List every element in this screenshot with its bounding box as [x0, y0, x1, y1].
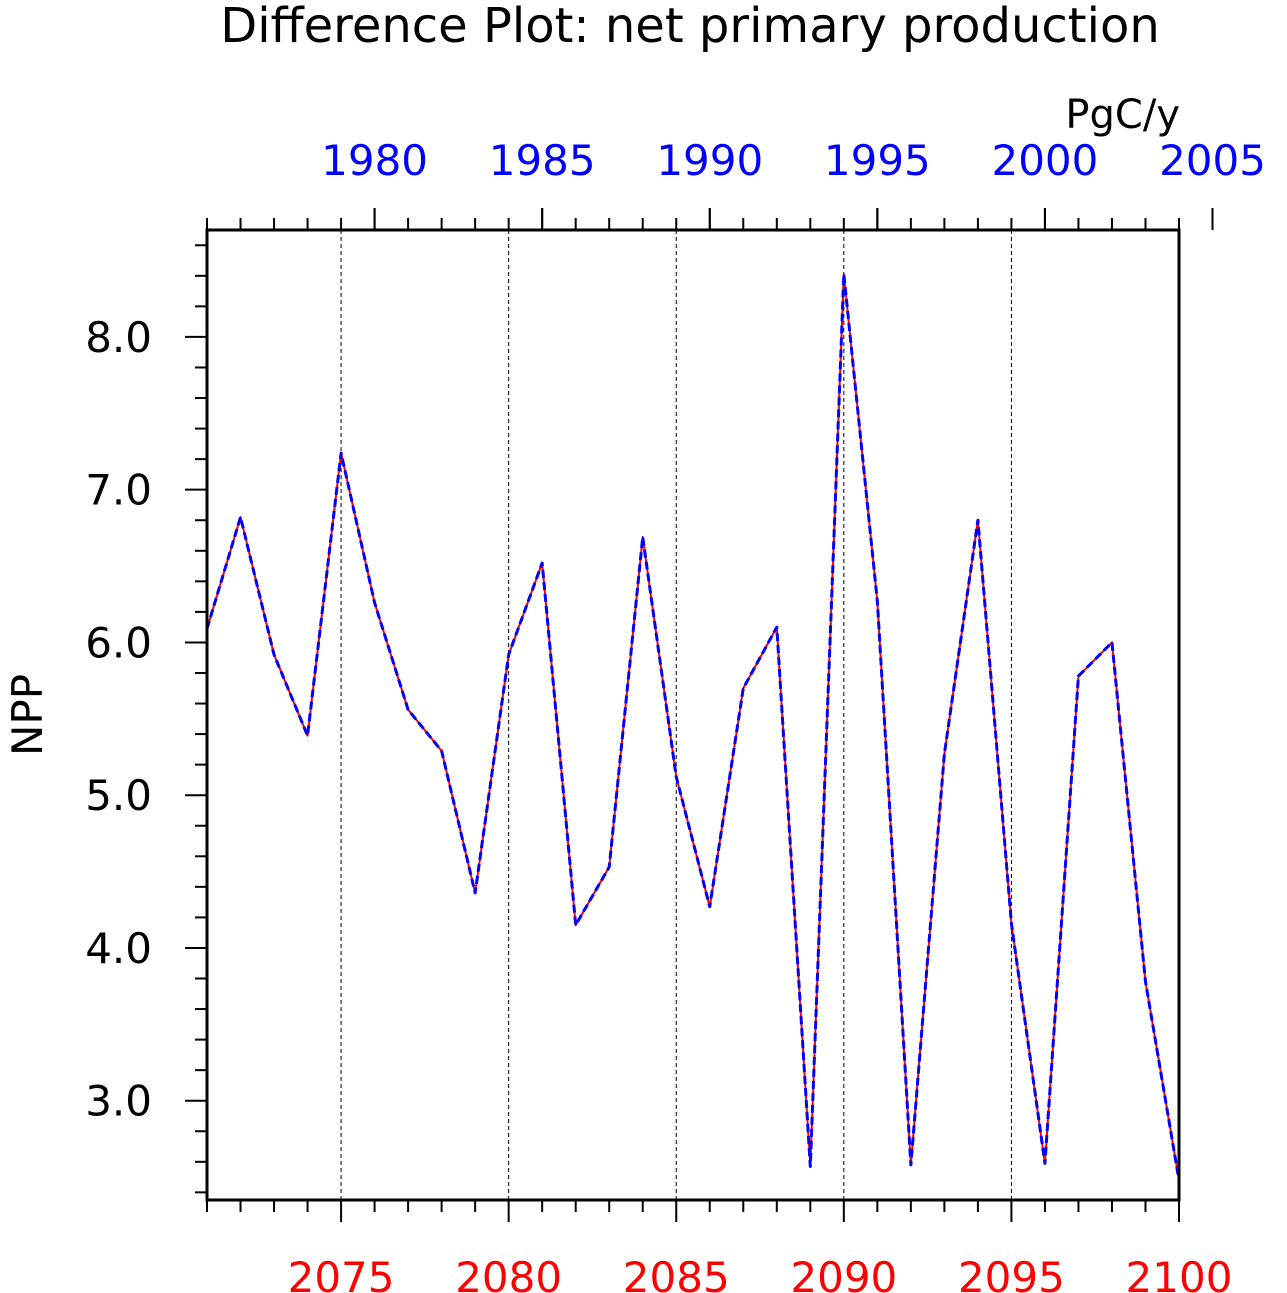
x-top-tick-label: 1985	[489, 136, 596, 185]
series-2-point	[474, 892, 476, 894]
series-2-point	[1044, 1162, 1046, 1165]
x-top-tick-label: 2005	[1159, 136, 1266, 185]
x-bottom-tick-label: 2085	[623, 1253, 730, 1293]
x-bottom-tick-label: 2080	[455, 1253, 562, 1293]
chart-title: Difference Plot: net primary production	[220, 0, 1160, 54]
series-2-point	[641, 536, 644, 538]
x-bottom-tick-label: 2090	[790, 1253, 897, 1293]
y-tick-label: 5.0	[85, 771, 152, 820]
x-bottom-tick-label: 2100	[1126, 1253, 1233, 1293]
series-2-point	[843, 273, 845, 276]
x-top-tick-label: 1990	[656, 136, 763, 185]
axis-ticks	[185, 208, 1214, 1222]
y-tick-label: 7.0	[85, 466, 152, 515]
series-2-point	[943, 753, 946, 755]
x-bottom-tick-label: 2075	[288, 1253, 395, 1293]
x-top-tick-label: 1995	[824, 136, 931, 185]
series-line-2	[205, 272, 1181, 1181]
series-2-point	[373, 601, 376, 604]
series-2-point	[608, 866, 611, 868]
x-bottom-tick-label: 2095	[958, 1253, 1065, 1293]
x-top-tick-label: 1980	[321, 136, 428, 185]
series-line-1	[206, 273, 1180, 1181]
series-2-point	[977, 519, 979, 522]
series-2-point	[440, 750, 443, 752]
series-2-point	[708, 905, 711, 908]
series-2-point	[1077, 675, 1080, 677]
y-axis-label: NPP	[3, 674, 52, 756]
series-2-point	[675, 776, 678, 778]
series-2-point	[574, 924, 577, 926]
series-2-point	[1144, 980, 1147, 983]
series-2-point	[407, 708, 409, 711]
plot-frame	[205, 228, 1181, 1202]
units-label: PgC/y	[1065, 92, 1180, 138]
x-top-tick-label: 2000	[991, 136, 1098, 185]
series-2-point	[742, 687, 745, 690]
y-tick-label: 4.0	[85, 924, 152, 973]
series-2-point	[775, 626, 778, 628]
y-tick-label: 6.0	[85, 618, 152, 667]
tick-labels: 2075 2080 2085 2090 2095 2100 1980 1985 1990 1995…	[85, 136, 1266, 1293]
series-2-point	[273, 653, 275, 656]
y-tick-label: 3.0	[85, 1077, 152, 1126]
series-2-point	[239, 516, 242, 518]
data-series	[205, 272, 1181, 1181]
series-2-point	[910, 1164, 912, 1166]
series-2-point	[1111, 641, 1113, 644]
series-2-point	[541, 562, 543, 564]
series-2-point	[1010, 922, 1013, 925]
series-2-point	[809, 1165, 812, 1168]
series-2-point	[340, 452, 342, 454]
series-2-point	[876, 600, 879, 602]
y-tick-label: 8.0	[85, 313, 152, 362]
series-2-point	[306, 734, 309, 737]
grid-lines	[340, 230, 1012, 1200]
series-2-point	[507, 653, 510, 656]
